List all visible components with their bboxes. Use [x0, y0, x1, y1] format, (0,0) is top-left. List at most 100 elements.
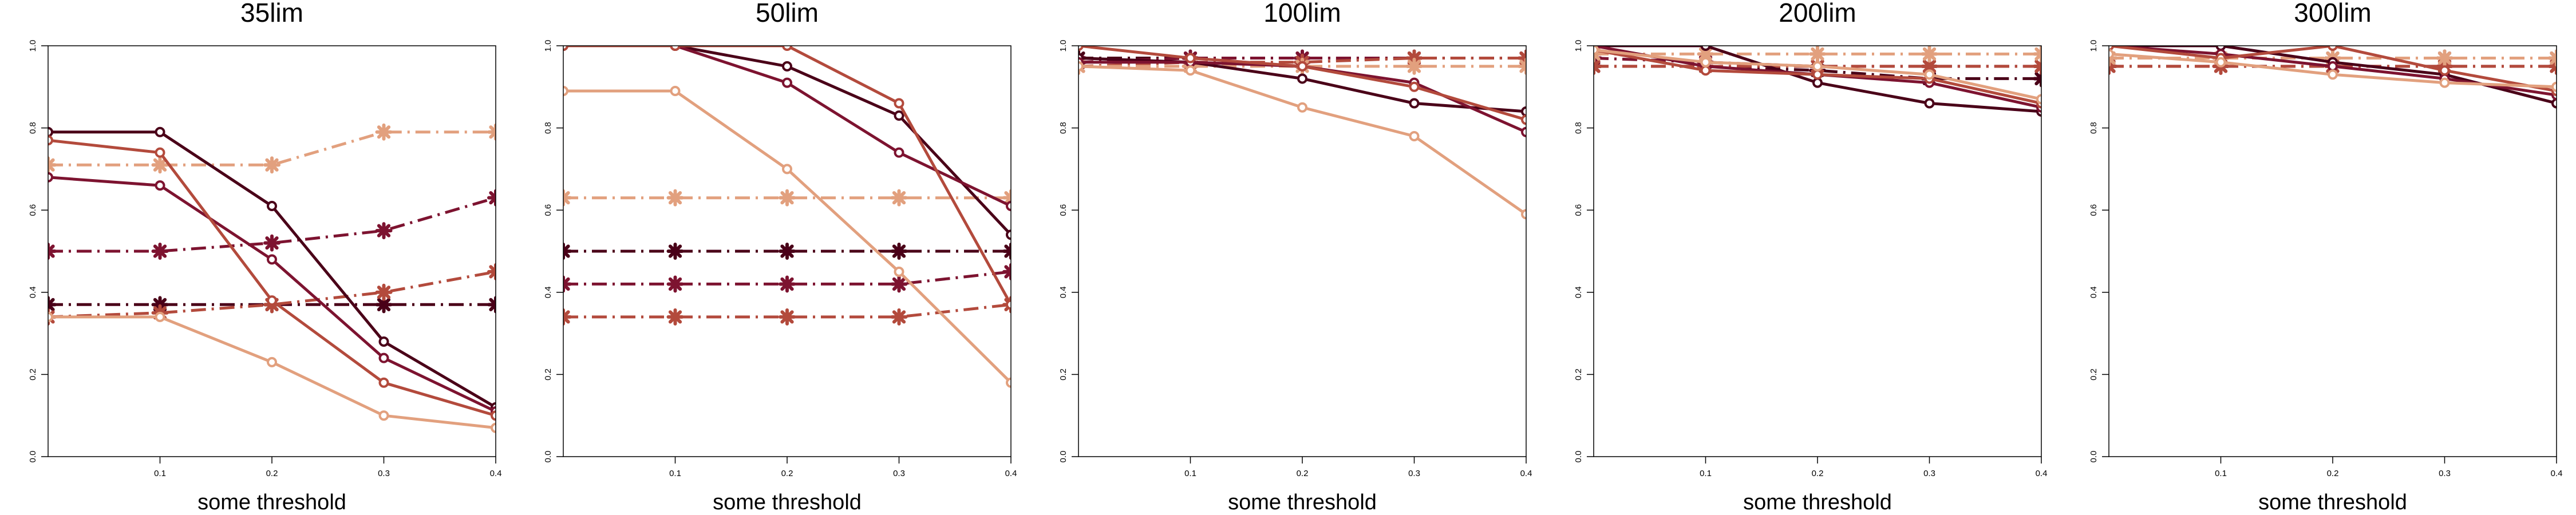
- data-point: [563, 85, 568, 96]
- data-point: [1006, 201, 1011, 212]
- y-tick-label: 1.0: [28, 40, 38, 52]
- x-tick-label: 0.3: [893, 469, 905, 478]
- data-point: [1078, 46, 1084, 51]
- data-point: [782, 164, 792, 175]
- data-point: [670, 85, 681, 96]
- data-point: [1924, 98, 1935, 109]
- y-tick-label: 0.2: [2089, 369, 2099, 381]
- x-tick-label: 0.2: [2327, 469, 2339, 478]
- data-point: [1521, 114, 1526, 125]
- data-point: [894, 266, 904, 277]
- data-point: [2436, 49, 2453, 67]
- y-tick-label: 0.6: [1574, 204, 1583, 216]
- y-tick-label: 0.0: [28, 451, 38, 463]
- data-point: [151, 243, 169, 260]
- data-point: [155, 147, 165, 158]
- y-tick-label: 0.4: [1574, 286, 1583, 298]
- chart-title: 50lim: [756, 0, 819, 27]
- y-tick-label: 0.8: [543, 122, 553, 134]
- data-point: [1409, 81, 1420, 92]
- data-point: [1006, 299, 1011, 310]
- data-point: [894, 98, 904, 109]
- data-point: [1921, 46, 1938, 63]
- y-tick-label: 0.8: [1058, 122, 1068, 134]
- x-axis-label: some threshold: [2258, 490, 2407, 514]
- data-point: [1521, 209, 1526, 220]
- x-tick-label: 0.4: [490, 469, 502, 478]
- data-point: [782, 61, 792, 72]
- data-point: [1409, 98, 1420, 109]
- y-tick-label: 1.0: [543, 40, 553, 52]
- data-point: [267, 201, 277, 212]
- y-tick-label: 0.0: [1574, 451, 1583, 463]
- y-tick-label: 0.4: [1058, 286, 1068, 298]
- chart-panel-2: 100lim some threshold 0.0 0.2 0.4 0.6 0.8 1.0 0.…: [1058, 0, 1532, 514]
- x-tick-label: 0.2: [1812, 469, 1824, 478]
- data-point: [782, 77, 792, 88]
- data-point: [1297, 61, 1307, 72]
- data-point: [1812, 77, 1823, 88]
- data-point: [378, 410, 389, 421]
- y-tick-label: 0.4: [543, 286, 553, 298]
- data-point: [48, 126, 53, 137]
- data-point: [48, 311, 53, 322]
- data-point: [2439, 77, 2450, 88]
- data-point: [1521, 106, 1526, 117]
- data-point: [894, 110, 904, 121]
- x-tick-label: 0.3: [2439, 469, 2451, 478]
- data-point: [1924, 69, 1935, 80]
- data-point: [2439, 65, 2450, 76]
- series-line-2: [563, 46, 1011, 306]
- data-point: [1594, 46, 1599, 56]
- chart-title: 200lim: [1779, 0, 1856, 27]
- data-point: [2328, 69, 2338, 80]
- data-point: [1297, 102, 1307, 113]
- plot-area: [48, 123, 496, 433]
- data-point: [779, 308, 796, 326]
- plot-frame: [1078, 45, 1527, 457]
- x-tick-label: 0.4: [1520, 469, 1532, 478]
- x-tick-label: 0.1: [669, 469, 681, 478]
- data-point: [1921, 57, 1938, 75]
- x-tick-label: 0.4: [2036, 469, 2048, 478]
- series-line-6: [1078, 57, 1526, 68]
- data-point: [1405, 57, 1423, 75]
- x-tick-label: 0.4: [1005, 469, 1017, 478]
- data-point: [267, 356, 277, 367]
- data-point: [1078, 61, 1084, 72]
- data-point: [779, 189, 796, 207]
- data-point: [894, 147, 904, 158]
- series-line-6: [48, 270, 496, 319]
- x-tick-label: 0.3: [378, 469, 390, 478]
- series-line-3: [48, 315, 496, 430]
- series-line-4: [1594, 65, 2041, 80]
- x-axis-label: some threshold: [197, 490, 346, 514]
- data-point: [666, 243, 684, 260]
- plot-area: [2109, 46, 2557, 109]
- y-tick-label: 0.2: [543, 369, 553, 381]
- data-point: [378, 377, 389, 388]
- plot-area: [1078, 46, 1526, 220]
- data-point: [2036, 94, 2041, 105]
- y-tick-label: 0.2: [1574, 369, 1583, 381]
- y-tick-label: 0.4: [28, 286, 38, 298]
- x-tick-label: 0.1: [2215, 469, 2227, 478]
- y-tick-label: 0.6: [1058, 204, 1068, 216]
- chart-panel-4: 300lim some threshold 0.0 0.2 0.4 0.6 0.8 1.0 0.…: [2089, 0, 2562, 514]
- data-point: [155, 180, 165, 191]
- y-tick-label: 1.0: [1058, 40, 1068, 52]
- data-point: [2551, 98, 2557, 109]
- y-tick-label: 0.4: [2089, 286, 2099, 298]
- data-point: [375, 296, 393, 314]
- y-tick-label: 0.8: [2089, 122, 2099, 134]
- series-line-3: [563, 89, 1011, 384]
- data-point: [1185, 53, 1196, 64]
- data-point: [782, 46, 792, 51]
- y-tick-label: 1.0: [2089, 40, 2099, 52]
- data-point: [378, 352, 389, 363]
- data-point: [670, 46, 681, 51]
- data-point: [563, 46, 568, 51]
- data-point: [666, 189, 684, 207]
- data-point: [666, 275, 684, 293]
